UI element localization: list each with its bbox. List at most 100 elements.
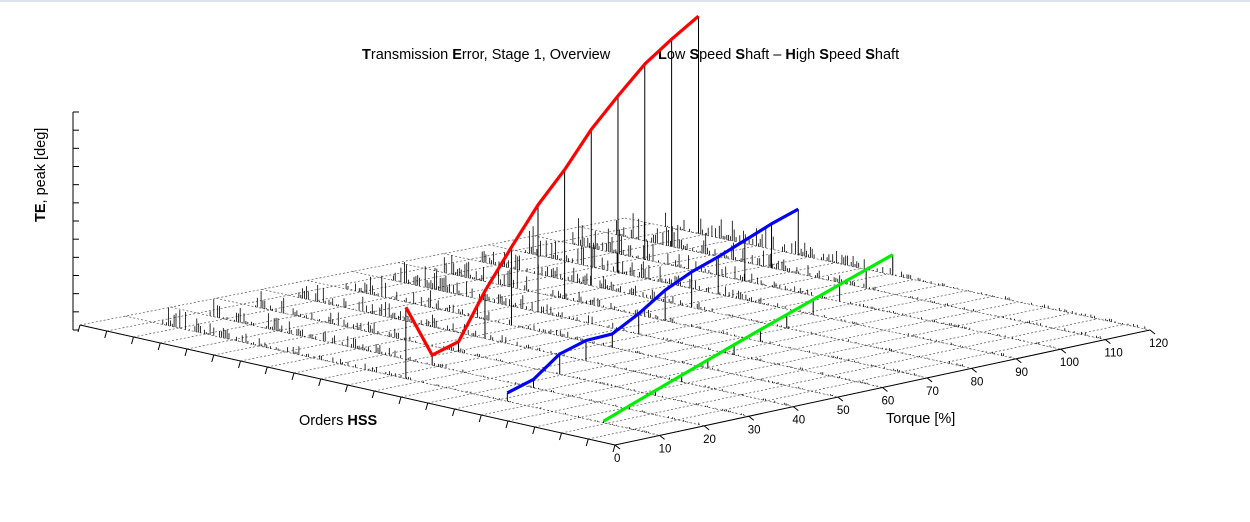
x-tick [612, 444, 616, 453]
grid-line-order [534, 312, 1072, 428]
text-run: peed [828, 47, 866, 63]
order-track-line [506, 207, 800, 395]
torque-tick [659, 435, 665, 440]
torque-tick-label: 80 [971, 376, 984, 388]
torque-tick [1149, 329, 1156, 335]
order-track-line [404, 14, 700, 357]
spectrum-slice [162, 307, 655, 435]
grid-line-order [79, 217, 626, 326]
x-tick [184, 348, 188, 357]
x-tick [345, 384, 348, 393]
text-run: E [452, 47, 462, 63]
torque-tick-label: 90 [1015, 367, 1028, 379]
x-axis-label: Orders HSS [299, 413, 377, 429]
x-tick [291, 372, 295, 381]
order-track-line [602, 253, 894, 423]
text-run: S [865, 47, 875, 63]
x-tick [77, 324, 81, 333]
grid-line-order [106, 223, 652, 332]
spectrum-spikes [162, 212, 1146, 435]
grid-line-order [160, 234, 704, 344]
grid-line-order [481, 301, 1019, 416]
grid-line-torque [261, 288, 794, 408]
x-tick [131, 336, 134, 345]
grid-line-order [507, 307, 1046, 422]
torque-tick-label: 50 [837, 405, 850, 417]
x-tick [318, 378, 322, 387]
x-tick [559, 432, 562, 441]
spectrum-slice [391, 262, 878, 387]
text-run: rror, Stage 1, Overview [461, 47, 611, 63]
x-tick [478, 414, 482, 423]
title-left: Transmission Error, Stage 1, Overview [362, 47, 610, 63]
torque-tick-label: 10 [659, 443, 672, 455]
torque-tick-label: 40 [792, 415, 805, 427]
torque-tick [1015, 358, 1022, 364]
grid-line-order [133, 228, 678, 338]
torque-tick [926, 377, 933, 383]
text-run: T [362, 47, 371, 63]
text-run: L [658, 47, 667, 63]
torque-tick [1105, 339, 1111, 344]
spectrum-slice [434, 255, 923, 377]
text-run: ransmission [370, 47, 453, 63]
torque-tick [1060, 348, 1067, 354]
z-axis-label: Torque [%] [886, 411, 955, 427]
text-run: Torque [%] [886, 411, 956, 427]
torque-tick [837, 396, 844, 402]
x-tick [425, 402, 429, 411]
grid-line-torque [624, 217, 1151, 331]
text-run: H [785, 47, 796, 63]
text-run: S [689, 47, 700, 63]
x-tick [211, 354, 215, 363]
torque-tick [971, 367, 977, 373]
x-tick [238, 360, 241, 369]
x-tick [398, 396, 402, 405]
text-run: S [735, 47, 746, 63]
x-tick [452, 408, 455, 417]
grid-line-order [588, 324, 1124, 440]
torque-tick-label: 0 [614, 453, 620, 465]
spectrum-slice [570, 218, 1055, 348]
torque-tick [703, 425, 710, 431]
grid-line-order [374, 279, 914, 392]
grid-line-order [186, 240, 731, 350]
spectrum-slice [665, 212, 1146, 329]
x-tick [505, 420, 509, 429]
grid-line-torque [352, 271, 883, 388]
text-run: haft – [745, 47, 786, 63]
top-border [0, 0, 1250, 2]
grid-line-torque [534, 235, 1061, 350]
torque-tick [614, 444, 621, 450]
spectrum-slice [298, 285, 789, 406]
tick-labels: 0 10 20 30 40 50 60 70 80 90 100 110 120 [614, 329, 1168, 465]
text-run: peed [699, 47, 736, 63]
text-run: S [819, 47, 829, 63]
torque-tick-label: 110 [1104, 348, 1122, 360]
torque-tick-label: 120 [1149, 338, 1168, 350]
spectrum-slice [255, 291, 744, 416]
x-tick [104, 330, 108, 339]
text-run: haft [874, 47, 900, 63]
grid-line-torque [307, 280, 838, 398]
text-run: HSS [347, 413, 378, 429]
torque-tick-label: 60 [882, 396, 895, 408]
text-run: igh [795, 47, 820, 63]
torque-tick [793, 406, 799, 412]
torque-tick-label: 70 [926, 386, 939, 398]
x-tick [371, 390, 375, 399]
torque-tick [748, 415, 755, 421]
grid-line-order [561, 318, 1098, 434]
torque-tick-label: 30 [748, 424, 761, 436]
order-tracks [404, 14, 894, 423]
x-tick [157, 342, 161, 351]
torque-tick-label: 20 [703, 434, 716, 446]
text-run: Orders [299, 413, 348, 429]
grid-line-torque [170, 306, 705, 427]
torque-tick-label: 100 [1060, 357, 1079, 369]
x-tick [532, 426, 536, 435]
x-tick [585, 438, 589, 447]
torque-tick [882, 387, 888, 392]
x-tick [264, 366, 268, 375]
